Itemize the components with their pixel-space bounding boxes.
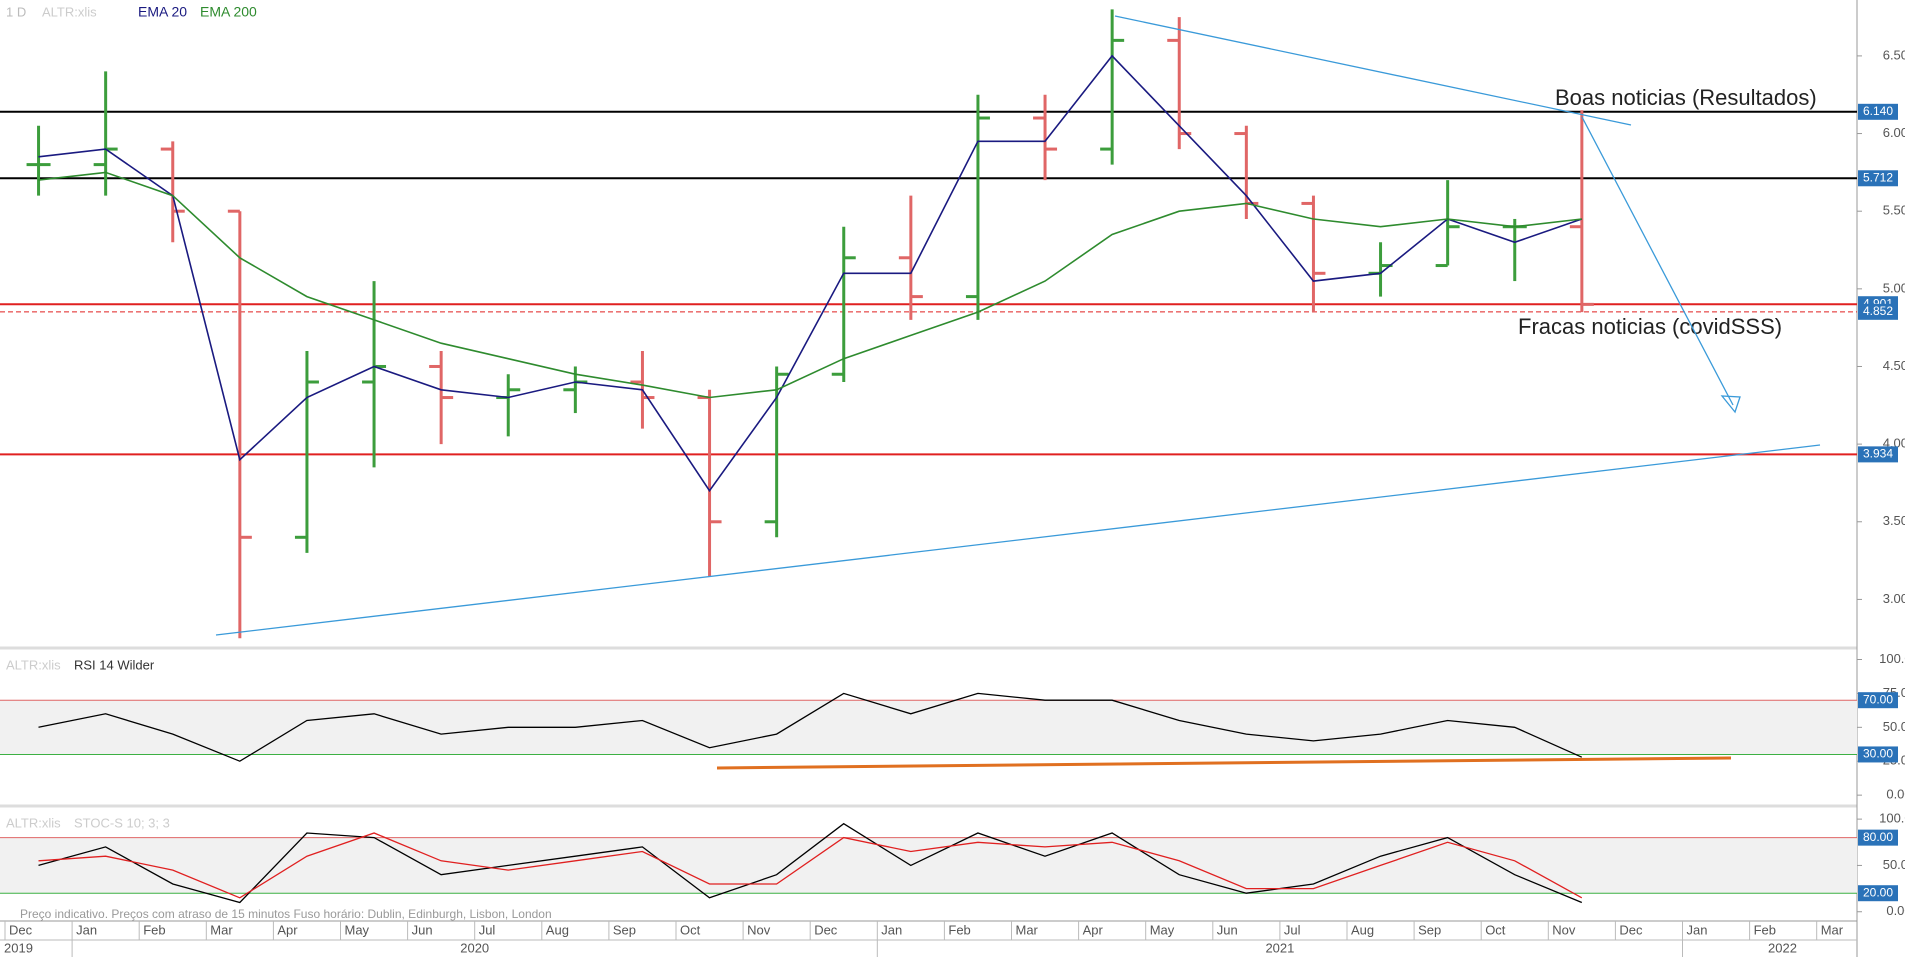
level-band (0, 700, 1857, 755)
x-tick-label: Mar (1016, 922, 1039, 937)
x-tick-label: Jan (1687, 922, 1708, 937)
x-tick-label: Nov (747, 922, 771, 937)
level-label-box (1858, 170, 1898, 187)
symbol: ALTR:xlis (6, 657, 61, 672)
series-line (38, 832, 1583, 899)
x-tick-label: Jan (881, 922, 902, 937)
year-label: 2019 (4, 940, 33, 955)
trendline (1114, 15, 1632, 126)
y-tick-label: 4.500 (1883, 358, 1905, 373)
y-tick-label: 5.000 (1883, 280, 1905, 295)
x-tick-label: Sep (613, 922, 636, 937)
level-label: 6.140 (1863, 104, 1893, 118)
x-tick-label: Apr (1083, 922, 1104, 937)
x-tick-label: Feb (948, 922, 970, 937)
rsi-trendline (716, 756, 1732, 770)
level-label: 4.852 (1863, 304, 1893, 318)
y-tick-label: 0.00 (1886, 787, 1905, 802)
x-tick-label: Dec (814, 922, 838, 937)
y-tick-label: 6.500 (1883, 47, 1905, 62)
x-tick-label: Nov (1552, 922, 1576, 937)
x-tick-label: Sep (1418, 922, 1441, 937)
x-tick-label: Apr (277, 922, 298, 937)
arrow-head (1720, 395, 1741, 414)
level-label: 20.00 (1863, 885, 1893, 899)
trendlines (215, 15, 1821, 770)
year-label: 2020 (460, 940, 489, 955)
y-tick-label: 3.500 (1883, 513, 1905, 528)
x-tick-label: Dec (1619, 922, 1643, 937)
series-line (38, 822, 1583, 904)
year-label: 2022 (1768, 940, 1797, 955)
x-tick-label: Feb (1754, 922, 1776, 937)
arrow (1581, 116, 1734, 406)
x-tick-label: May (1150, 922, 1175, 937)
level-label-box (1858, 746, 1898, 763)
series-line (38, 692, 1583, 762)
level-label-box (1858, 885, 1898, 902)
x-tick-label: Oct (680, 922, 701, 937)
level-label: 3.934 (1863, 447, 1893, 461)
y-tick-label: 50.00 (1883, 857, 1905, 872)
x-tick-label: Jun (412, 922, 433, 937)
x-tick-label: Jun (1217, 922, 1238, 937)
x-tick-label: Mar (1821, 922, 1844, 937)
series-line (38, 171, 1582, 399)
level-label: 30.00 (1863, 747, 1893, 761)
year-label: 2021 (1265, 940, 1294, 955)
level-label-box (1858, 446, 1898, 463)
level-band (0, 837, 1857, 894)
symbol: ALTR:xlis (6, 815, 61, 830)
level-label-box (1858, 303, 1898, 320)
x-tick-label: Aug (1351, 922, 1374, 937)
x-tick-label: Mar (210, 922, 233, 937)
level-label-box (1858, 829, 1898, 846)
x-tick-label: Feb (143, 922, 165, 937)
y-tick-label: 100.00 (1879, 811, 1905, 826)
level-label: 80.00 (1863, 830, 1893, 844)
y-tick-label: 100.00 (1879, 651, 1905, 666)
y-tick-label: 50.00 (1883, 719, 1905, 734)
x-tick-label: Jan (76, 922, 97, 937)
panel-title: RSI 14 Wilder (74, 657, 155, 672)
trendline (215, 444, 1821, 636)
note: Preço indicativo. Preços com atraso de 1… (20, 907, 552, 921)
x-tick-label: Oct (1485, 922, 1506, 937)
level-label: 70.00 (1863, 692, 1893, 706)
legend-entry: EMA 20 (138, 4, 187, 20)
x-tick-label: Jul (1284, 922, 1301, 937)
x-tick-label: Jul (479, 922, 496, 937)
y-tick-label: 3.000 (1883, 591, 1905, 606)
x-tick-label: May (345, 922, 370, 937)
y-tick-label: 6.000 (1883, 125, 1905, 140)
y-tick-label: 5.500 (1883, 203, 1905, 218)
panel-title: STOC-S 10; 3; 3 (74, 815, 170, 830)
y-tick-label: 0.00 (1886, 903, 1905, 918)
level-label: 5.712 (1863, 170, 1893, 184)
level-label-box (1858, 103, 1898, 120)
legend-entry: EMA 200 (200, 4, 257, 20)
level-label-box (1858, 692, 1898, 709)
symbol: ALTR:xlis (42, 4, 97, 19)
series-line (38, 54, 1583, 493)
interval: 1 D (6, 4, 26, 19)
annotation: Boas noticias (Resultados) (1555, 85, 1817, 110)
x-tick-label: Aug (546, 922, 569, 937)
x-tick-label: Dec (9, 922, 33, 937)
annotation: Fracas noticias (covidSSS) (1518, 314, 1782, 339)
